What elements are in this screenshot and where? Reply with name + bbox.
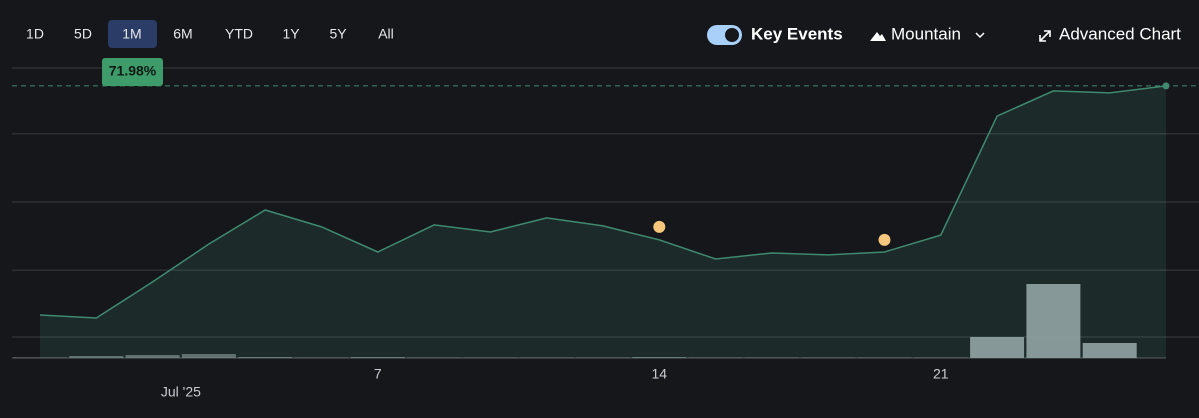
range-button[interactable]: YTD <box>225 26 253 42</box>
range-button[interactable]: 5D <box>74 26 92 42</box>
volume-bar <box>13 357 67 358</box>
range-button[interactable]: 1Y <box>282 26 300 42</box>
volume-bar <box>970 337 1025 358</box>
change-label: 71.98% <box>109 63 157 79</box>
volume-bar <box>238 357 293 358</box>
key-event[interactable] <box>653 220 666 233</box>
change-badge <box>102 58 163 86</box>
x-tick-label: 14 <box>652 366 668 382</box>
volume-bar <box>688 357 743 358</box>
volume-bar <box>519 357 574 358</box>
active-range-bg <box>108 20 157 48</box>
volume-bar <box>125 355 180 358</box>
volume-bar <box>1026 284 1081 358</box>
range-button[interactable]: 1M <box>122 26 141 42</box>
key-events-label[interactable]: Key Events <box>751 24 843 43</box>
range-button[interactable]: All <box>378 26 394 42</box>
x-tick-label: 7 <box>374 366 382 382</box>
range-button[interactable]: 6M <box>173 26 192 42</box>
last-point <box>1162 82 1170 90</box>
range-button[interactable]: 1D <box>26 26 44 42</box>
volume-bar <box>744 357 799 358</box>
toggle-knob <box>725 28 739 42</box>
volume-bar <box>857 357 912 358</box>
chevron <box>975 32 985 39</box>
chart-style[interactable]: Mountain <box>891 24 961 43</box>
price-line <box>39 85 1167 319</box>
expand-icon <box>1039 30 1051 42</box>
x-tick-label: 21 <box>933 366 949 382</box>
advanced-chart[interactable]: Advanced Chart <box>1059 24 1181 43</box>
mountain-icon <box>870 32 886 41</box>
x-tick-label: Jul '25 <box>161 384 201 400</box>
volume-bar <box>350 357 405 358</box>
volume-bar <box>463 357 518 358</box>
area <box>40 85 1166 358</box>
volume-bar <box>69 356 124 358</box>
key-event[interactable] <box>878 233 891 246</box>
volume-bar <box>181 354 236 358</box>
volume-bar <box>913 357 968 358</box>
volume-bar <box>632 357 687 358</box>
volume-bar <box>576 357 630 358</box>
plot: Jul '25 7 14 21 <box>12 67 1199 400</box>
volume-bar <box>801 357 856 358</box>
range-button[interactable]: 5Y <box>329 26 347 42</box>
volume-bar <box>1082 343 1137 358</box>
volume-bar <box>407 357 462 358</box>
volume-bar <box>294 357 349 358</box>
